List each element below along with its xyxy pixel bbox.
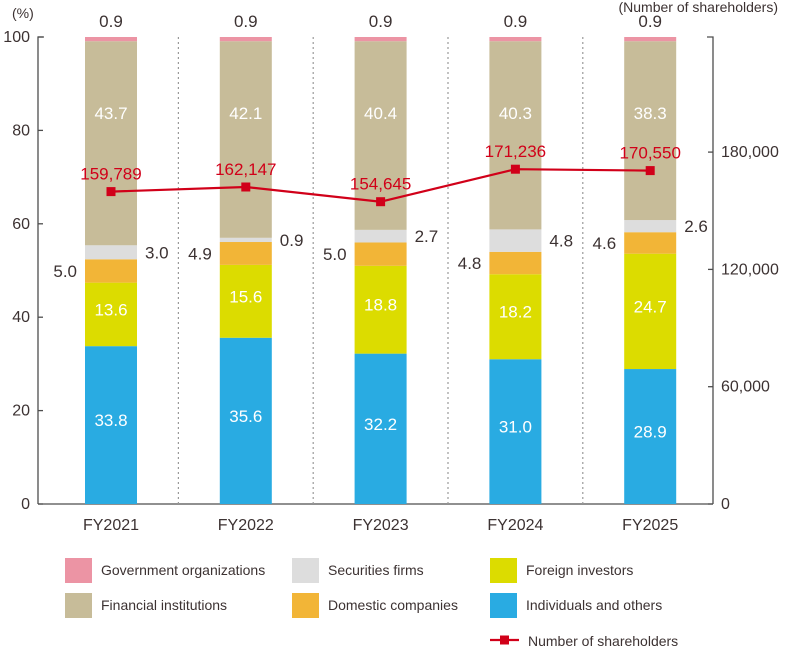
svg-text:24.7: 24.7 — [634, 297, 667, 316]
svg-text:2.7: 2.7 — [415, 227, 439, 246]
svg-text:18.2: 18.2 — [499, 303, 532, 322]
svg-text:0.9: 0.9 — [369, 12, 393, 31]
svg-text:120,000: 120,000 — [721, 261, 779, 278]
svg-text:0.9: 0.9 — [99, 12, 123, 31]
svg-text:FY2021: FY2021 — [83, 517, 139, 534]
svg-text:5.0: 5.0 — [323, 245, 347, 264]
svg-text:43.7: 43.7 — [94, 104, 127, 123]
svg-text:60,000: 60,000 — [721, 379, 770, 396]
svg-text:40.3: 40.3 — [499, 104, 532, 123]
svg-text:Foreign investors: Foreign investors — [526, 562, 633, 578]
svg-text:Domestic companies: Domestic companies — [328, 597, 458, 613]
svg-text:4.6: 4.6 — [593, 234, 617, 253]
svg-text:170,550: 170,550 — [619, 144, 680, 163]
svg-text:35.6: 35.6 — [229, 407, 262, 426]
svg-text:40.4: 40.4 — [364, 104, 397, 123]
svg-text:154,645: 154,645 — [350, 175, 411, 194]
svg-text:Individuals and others: Individuals and others — [526, 597, 662, 613]
svg-text:42.1: 42.1 — [229, 104, 262, 123]
svg-text:18.8: 18.8 — [364, 296, 397, 315]
svg-text:33.8: 33.8 — [94, 411, 127, 430]
svg-text:13.6: 13.6 — [94, 300, 127, 319]
svg-text:3.0: 3.0 — [145, 243, 169, 262]
svg-text:0: 0 — [21, 496, 30, 513]
svg-text:159,789: 159,789 — [80, 165, 141, 184]
svg-text:FY2022: FY2022 — [218, 517, 274, 534]
svg-text:20: 20 — [12, 403, 30, 420]
svg-text:Financial institutions: Financial institutions — [101, 597, 227, 613]
svg-text:Number of shareholders: Number of shareholders — [528, 633, 678, 649]
svg-text:Government organizations: Government organizations — [101, 562, 265, 578]
svg-text:38.3: 38.3 — [634, 104, 667, 123]
svg-text:2.6: 2.6 — [684, 217, 708, 236]
svg-text:4.9: 4.9 — [188, 245, 212, 264]
svg-text:80: 80 — [12, 122, 30, 139]
svg-text:0.9: 0.9 — [280, 231, 304, 250]
svg-text:0: 0 — [721, 496, 730, 513]
svg-text:60: 60 — [12, 216, 30, 233]
svg-text:180,000: 180,000 — [721, 144, 779, 161]
svg-text:32.2: 32.2 — [364, 415, 397, 434]
svg-text:0.9: 0.9 — [234, 12, 258, 31]
svg-text:Securities firms: Securities firms — [328, 562, 424, 578]
svg-text:5.0: 5.0 — [53, 262, 77, 281]
svg-text:4.8: 4.8 — [458, 254, 482, 273]
svg-text:171,236: 171,236 — [485, 142, 546, 161]
svg-text:4.8: 4.8 — [549, 232, 573, 251]
svg-text:FY2025: FY2025 — [622, 517, 678, 534]
svg-text:162,147: 162,147 — [215, 160, 276, 179]
svg-text:100: 100 — [3, 29, 30, 46]
svg-text:28.9: 28.9 — [634, 423, 667, 442]
svg-text:(%): (%) — [12, 5, 34, 21]
svg-text:0.9: 0.9 — [504, 12, 528, 31]
svg-text:40: 40 — [12, 309, 30, 326]
svg-text:FY2023: FY2023 — [353, 517, 409, 534]
svg-text:0.9: 0.9 — [638, 12, 662, 31]
svg-text:15.6: 15.6 — [229, 287, 262, 306]
svg-text:31.0: 31.0 — [499, 418, 532, 437]
svg-text:FY2024: FY2024 — [487, 517, 543, 534]
